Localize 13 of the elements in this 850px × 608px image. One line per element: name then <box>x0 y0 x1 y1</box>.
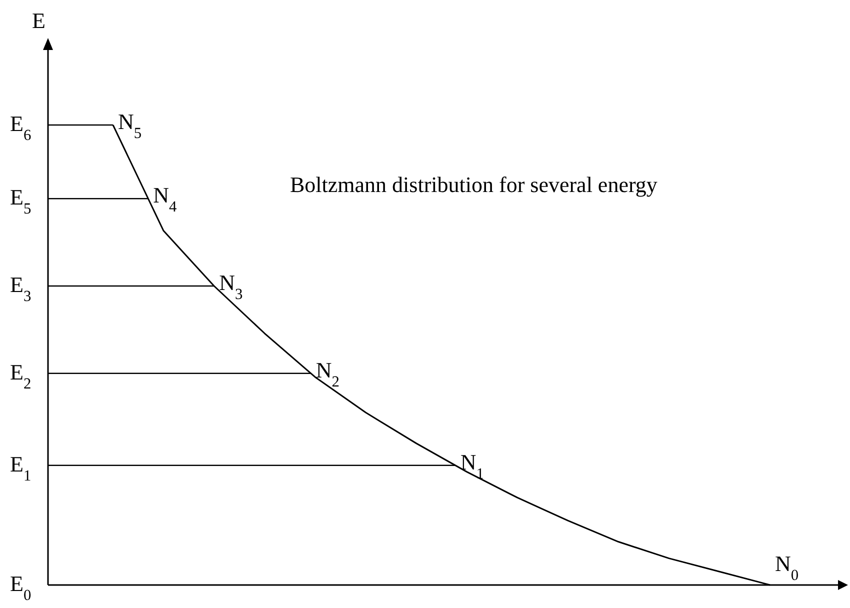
ref-line-label: E$_{1}$ <box>10 451 32 484</box>
ref-line-label: E$_{2}$ <box>10 359 32 392</box>
ref-line-label: E$_{6}$ <box>10 111 32 144</box>
annotation: N$_{2}$ <box>316 357 340 390</box>
annotation: N$_{3}$ <box>219 270 243 302</box>
annotation: N$_{4}$ <box>153 182 178 216</box>
ref-line-label: E$_{3}$ <box>10 272 32 304</box>
y-axis-title: E <box>32 8 46 33</box>
ref-line-label: E$_{5}$ <box>10 184 32 218</box>
annotation: Boltzmann distribution for several energy <box>290 172 658 197</box>
annotation: N$_{5}$ <box>118 109 142 142</box>
annotation: N$_{0}$ <box>775 551 799 584</box>
ref-line-label: E$_{0}$ <box>10 571 32 604</box>
